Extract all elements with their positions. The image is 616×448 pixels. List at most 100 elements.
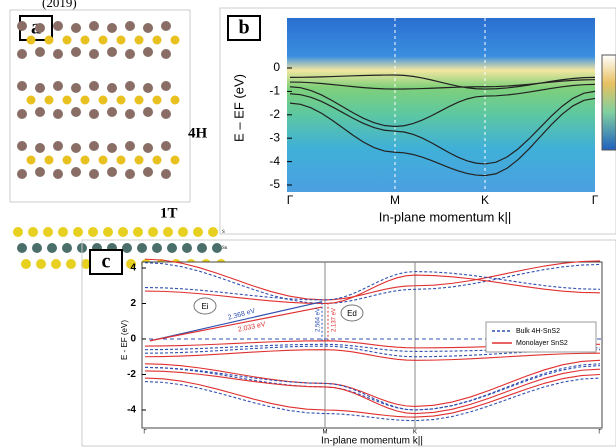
atom (32, 243, 42, 253)
atom (17, 81, 27, 91)
x-tick-label: Γ (598, 430, 602, 436)
atom (73, 227, 83, 237)
atom (88, 227, 98, 237)
atom (99, 36, 108, 45)
x-tick-label: K (413, 430, 417, 436)
panel-label: c (102, 251, 111, 273)
atom (125, 81, 135, 91)
y-tick-label: -2 (127, 369, 136, 380)
caption-fragment: (2019) (42, 0, 77, 10)
atom (27, 156, 36, 165)
y-tick-label: 0 (273, 60, 280, 74)
atom (35, 23, 45, 33)
atom (143, 23, 153, 33)
atom (89, 141, 99, 151)
atom (161, 81, 171, 91)
atom (17, 49, 27, 59)
atom (103, 227, 113, 237)
atom (161, 21, 171, 31)
atom (152, 243, 162, 253)
polytype-label: 1T (160, 205, 178, 221)
atom (171, 96, 180, 105)
atom (53, 109, 63, 119)
atom (81, 36, 90, 45)
y-tick-label: 0 (130, 334, 136, 345)
atom (137, 243, 147, 253)
atom (153, 36, 162, 45)
x-tick-label: M (323, 430, 328, 436)
atom (63, 156, 72, 165)
atom (21, 259, 31, 269)
atom (125, 49, 135, 59)
atom (143, 83, 153, 93)
gap-label: Ed (347, 309, 357, 318)
atom-label: Sn (222, 246, 228, 251)
atom (122, 243, 132, 253)
x-tick-label: K (481, 193, 489, 207)
y-tick-label: -1 (269, 84, 280, 98)
atom (193, 227, 203, 237)
atom (212, 243, 222, 253)
gap-annotation: 2.137 eV (332, 308, 338, 332)
legend-entry: Bulk 4H-SnS2 (516, 328, 560, 335)
y-tick-label: -5 (269, 177, 280, 191)
atom (117, 96, 126, 105)
atom (117, 36, 126, 45)
atom (71, 83, 81, 93)
atom (71, 107, 81, 117)
atom (53, 21, 63, 31)
atom (107, 107, 117, 117)
atom (27, 96, 36, 105)
atom (62, 243, 72, 253)
atom (135, 96, 144, 105)
polytype-label: 4H (188, 125, 208, 141)
atom (167, 243, 177, 253)
atom (71, 47, 81, 57)
atom (89, 109, 99, 119)
atom (178, 227, 188, 237)
atom (89, 81, 99, 91)
y-tick-label: -4 (269, 154, 280, 168)
atom (81, 96, 90, 105)
atom (51, 259, 61, 269)
panel-label: b (238, 17, 249, 39)
atom (17, 109, 27, 119)
atom (208, 227, 218, 237)
atom (153, 156, 162, 165)
x-tick-label: M (390, 193, 400, 207)
y-tick-label: -3 (269, 130, 280, 144)
atom (161, 49, 171, 59)
atom (107, 47, 117, 57)
y-tick-label: -2 (269, 107, 280, 121)
atom (99, 96, 108, 105)
atom (107, 23, 117, 33)
atom (35, 83, 45, 93)
atom (89, 21, 99, 31)
x-tick-label: Γ (287, 193, 294, 207)
atom (45, 36, 54, 45)
atom (135, 36, 144, 45)
atom (143, 107, 153, 117)
atom (45, 96, 54, 105)
atom (153, 96, 162, 105)
atom (125, 141, 135, 151)
atom (171, 156, 180, 165)
atom (133, 227, 143, 237)
x-tick-label: Γ (143, 430, 147, 436)
atom (27, 36, 36, 45)
atom (143, 167, 153, 177)
atom (89, 49, 99, 59)
atom (163, 227, 173, 237)
colorbar (602, 55, 616, 150)
atom (36, 259, 46, 269)
atom (197, 243, 207, 253)
atom (161, 169, 171, 179)
atom (161, 109, 171, 119)
x-tick-label: Γ (592, 193, 599, 207)
atom (13, 227, 23, 237)
arpes-map (287, 18, 595, 192)
atom (118, 227, 128, 237)
legend (486, 322, 596, 352)
atom (17, 141, 27, 151)
atom (148, 227, 158, 237)
